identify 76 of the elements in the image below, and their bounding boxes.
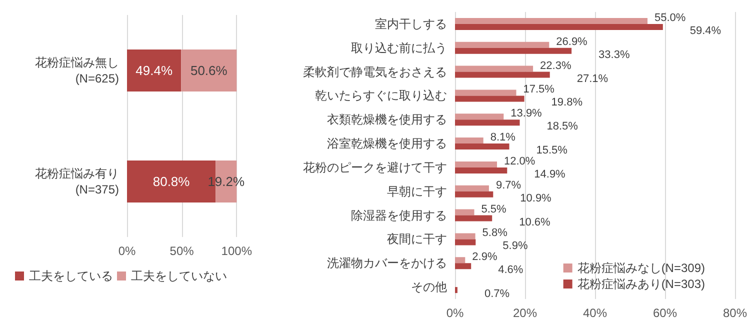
data-label: 59.4% xyxy=(690,24,722,37)
data-label: 17.5% xyxy=(523,84,555,96)
data-label: 27.1% xyxy=(576,72,608,85)
bar xyxy=(455,239,476,246)
x-tick-label: 80% xyxy=(722,306,748,320)
y-tick-label: 洗濯物カバーをかける xyxy=(327,256,447,270)
y-tick-label: 取り込む前に払う xyxy=(351,40,447,55)
bar xyxy=(455,120,520,126)
bar xyxy=(455,185,489,192)
x-tick-label: 20% xyxy=(512,306,538,320)
bar xyxy=(455,144,510,150)
data-label: 18.5% xyxy=(546,120,578,133)
data-label: 5.5% xyxy=(481,203,507,216)
data-label: 13.9% xyxy=(510,108,542,120)
bar xyxy=(455,161,497,168)
y-tick-label: 早朝に干す xyxy=(387,184,447,198)
legend-label: 工夫をしている xyxy=(29,269,113,283)
data-label: 33.3% xyxy=(598,48,630,61)
data-label: 0.7% xyxy=(484,288,510,300)
bar xyxy=(455,191,494,198)
data-label: 22.3% xyxy=(540,60,572,72)
bar xyxy=(455,90,516,96)
data-label: 19.8% xyxy=(551,96,583,109)
bar xyxy=(455,72,550,78)
data-label: 5.9% xyxy=(502,240,528,252)
x-tick-label: 0% xyxy=(118,244,136,258)
data-label: 5.8% xyxy=(482,227,508,240)
data-label: 10.6% xyxy=(519,216,551,228)
y-tick-label: 除湿器を使用する xyxy=(351,208,447,222)
data-label: 4.6% xyxy=(498,264,524,276)
data-label: 10.9% xyxy=(520,192,552,204)
bar xyxy=(455,167,508,174)
data-label: 15.5% xyxy=(536,144,568,157)
data-label: 9.7% xyxy=(496,179,522,192)
y-tick-label: 夜間に干す xyxy=(387,232,447,246)
data-label: 55.0% xyxy=(654,12,686,24)
y-tick-label: 室内干しする xyxy=(375,16,447,31)
bar xyxy=(455,138,484,144)
bar xyxy=(127,50,182,92)
legend-label: 花粉症悩みあり(N=303) xyxy=(577,277,706,291)
data-label: 26.9% xyxy=(556,36,588,48)
bar xyxy=(181,50,237,92)
y-tick-label: 花粉症悩み無し (N=625) xyxy=(35,56,120,86)
y-tick-label: 花粉症悩み有り (N=375) xyxy=(35,166,120,196)
data-label: 14.9% xyxy=(534,168,566,180)
y-tick-label: 柔軟剤で静電気をおさえる xyxy=(303,64,447,79)
bar xyxy=(455,24,663,30)
x-tick-label: 0% xyxy=(446,306,464,320)
data-label: 8.1% xyxy=(490,132,516,144)
bar xyxy=(455,215,492,222)
bar xyxy=(455,114,504,120)
x-tick-label: 100% xyxy=(221,244,252,258)
y-tick-label: 乾いたらすぐに取り込む xyxy=(315,88,447,103)
data-label: 2.9% xyxy=(472,251,498,264)
bar xyxy=(455,257,466,264)
data-label: 80.8% xyxy=(152,174,190,189)
bar xyxy=(455,48,572,54)
y-tick-label: 衣類乾燥機を使用する xyxy=(327,112,447,127)
y-tick-label: 浴室乾燥機を使用する xyxy=(327,136,447,151)
bar xyxy=(455,233,476,240)
bar xyxy=(455,66,534,72)
bar xyxy=(455,42,550,48)
bar xyxy=(455,209,474,216)
data-label: 12.0% xyxy=(504,155,536,168)
legend-label: 花粉症悩みなし(N=309) xyxy=(577,261,706,275)
legend-label: 工夫をしていない xyxy=(131,269,227,283)
x-tick-label: 60% xyxy=(652,306,678,320)
bar xyxy=(455,18,648,24)
data-label: 49.4% xyxy=(136,63,173,78)
bar xyxy=(455,263,472,270)
y-tick-label: 花粉のピークを避けて干す xyxy=(303,160,447,174)
bar xyxy=(455,96,524,102)
x-tick-label: 40% xyxy=(582,306,608,320)
data-label: 50.6% xyxy=(190,63,228,78)
x-tick-label: 50% xyxy=(170,244,194,258)
y-tick-label: その他 xyxy=(411,280,447,294)
